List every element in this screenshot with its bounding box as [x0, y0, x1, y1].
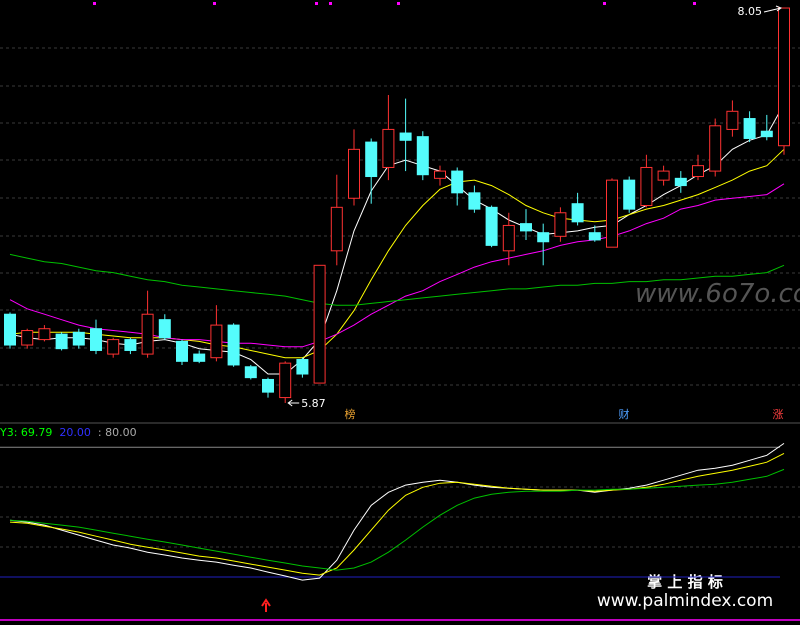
candle-body [55, 333, 68, 350]
candle-body [502, 224, 515, 252]
candle-body [21, 330, 34, 346]
candle-body [141, 313, 154, 355]
candle-body [296, 359, 309, 375]
watermark: 掌 上 指 标 [647, 573, 723, 591]
candle-body [520, 223, 532, 232]
candle-body [90, 328, 102, 351]
candle-body [692, 165, 704, 178]
watermark: www.palmindex.com [597, 591, 773, 611]
label-arrow [763, 5, 783, 13]
moving-average [9, 103, 785, 375]
candle-body [279, 362, 292, 399]
candle-body [571, 203, 584, 223]
candle-body [176, 340, 188, 362]
indicator-line [9, 452, 785, 576]
legend-entry: 20.00 [59, 426, 91, 439]
moving-average [9, 148, 785, 359]
candle-body [38, 328, 51, 341]
candle-body [451, 170, 464, 194]
candle-body [726, 110, 739, 130]
candle-body [674, 177, 687, 187]
candle-body [485, 206, 498, 246]
event-marker: 涨 [773, 408, 784, 421]
candle-body [434, 170, 446, 179]
label-arrow [287, 399, 300, 407]
candle-body [382, 128, 395, 168]
low-label: 5.87 [301, 397, 326, 410]
candle-body [399, 132, 412, 141]
event-marker: 财 [619, 407, 630, 421]
high-label: 8.05 [738, 5, 763, 18]
candle-body [468, 192, 481, 210]
legend-entry: Y3: 69.79 [0, 426, 52, 439]
candle-body [657, 170, 670, 181]
candle-body [4, 313, 16, 346]
candle-body [330, 206, 343, 252]
indicator-line [9, 442, 785, 581]
candle-body [348, 148, 360, 199]
candle-body [743, 118, 756, 139]
candle-body [262, 378, 274, 393]
candle-body [588, 232, 601, 241]
candle-body [623, 179, 636, 210]
candle-body [158, 319, 171, 339]
candle-body [365, 141, 378, 178]
moving-average [9, 253, 785, 306]
candle-body [313, 264, 326, 384]
candle-body [72, 331, 85, 346]
event-marker: 榜 [345, 407, 356, 421]
legend-entry: : 80.00 [98, 426, 137, 439]
candle-body [124, 339, 137, 351]
candle-body [227, 324, 240, 366]
candle-body [554, 212, 567, 237]
candle-body [210, 324, 223, 359]
signal-arrow [261, 598, 271, 612]
top-dots [93, 2, 696, 5]
candle-body [416, 136, 429, 176]
candle-body [606, 179, 618, 248]
candle-body [244, 366, 257, 379]
candle-body [193, 353, 206, 362]
watermark: www.6o7o.com [635, 279, 800, 309]
candle-body [537, 232, 550, 243]
candle-body [760, 130, 773, 138]
candle-body [640, 166, 653, 207]
candle-body [107, 339, 120, 355]
candle-body [709, 125, 722, 172]
indicator-line [9, 468, 785, 571]
candle-body [778, 7, 790, 147]
